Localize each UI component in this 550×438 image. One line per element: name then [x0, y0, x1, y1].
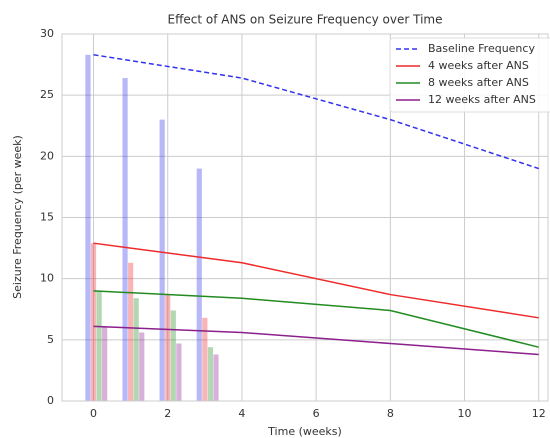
legend-box — [389, 37, 550, 113]
bar — [213, 354, 219, 401]
x-tick-label: 2 — [164, 407, 171, 420]
legend-label: 8 weeks after ANS — [428, 76, 529, 89]
x-tick-label: 4 — [238, 407, 245, 420]
x-tick-label: 0 — [90, 407, 97, 420]
y-tick-label: 0 — [47, 394, 54, 407]
bar — [165, 294, 171, 401]
chart-title: Effect of ANS on Seizure Frequency over … — [168, 13, 443, 27]
bar — [176, 343, 182, 401]
y-tick-label: 5 — [47, 333, 54, 346]
bar — [96, 290, 102, 401]
bar — [90, 243, 97, 401]
bar — [133, 298, 139, 401]
bar — [122, 78, 128, 401]
legend-label: Baseline Frequency — [428, 42, 535, 55]
line — [93, 54, 539, 170]
bar — [139, 332, 145, 401]
line — [93, 325, 539, 356]
x-axis-label: Time (weeks) — [267, 425, 342, 438]
bar — [170, 310, 176, 401]
line — [93, 242, 539, 319]
x-tick-label: 8 — [387, 407, 394, 420]
bar — [85, 54, 91, 402]
line — [93, 290, 539, 348]
bar — [128, 262, 134, 401]
bar — [202, 317, 208, 401]
x-tick-label: 10 — [458, 407, 472, 420]
y-tick-label: 25 — [40, 88, 54, 101]
x-tick-label: 6 — [313, 407, 320, 420]
y-tick-label: 20 — [40, 149, 54, 162]
legend-label: 12 weeks after ANS — [428, 93, 536, 106]
x-tick-label: 12 — [532, 407, 546, 420]
plot-frame — [61, 33, 549, 402]
legend-label: 4 weeks after ANS — [428, 59, 529, 72]
y-tick-label: 10 — [40, 272, 54, 285]
bar — [207, 347, 213, 401]
y-axis-label: Seizure Frequency (per week) — [11, 135, 24, 299]
y-tick-label: 30 — [40, 27, 54, 40]
bar — [159, 119, 165, 401]
bar — [196, 168, 202, 401]
y-tick-label: 15 — [40, 211, 54, 224]
bar — [102, 326, 108, 401]
